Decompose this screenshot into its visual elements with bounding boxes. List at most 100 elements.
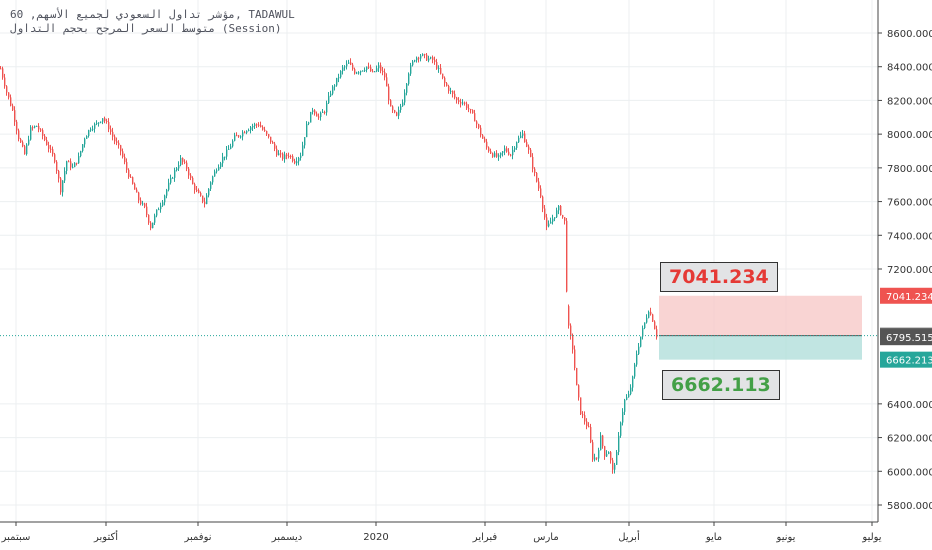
- candle-body: [480, 127, 482, 136]
- candle-body: [96, 122, 98, 124]
- candle-body: [258, 124, 260, 126]
- candle-body: [518, 137, 520, 143]
- chart-header: مؤشر تداول السعودي لجميع الأسهم, 60, TAD…: [10, 8, 295, 36]
- candle-body: [466, 103, 468, 109]
- candle-body: [190, 175, 192, 178]
- price-tick-label: 8200.000: [887, 96, 932, 107]
- candle-body: [346, 63, 348, 67]
- candle-body: [656, 329, 658, 338]
- candle-body: [310, 111, 312, 123]
- candle-body: [38, 125, 40, 130]
- candle-body: [42, 130, 44, 136]
- candle-body: [620, 422, 622, 436]
- candlestick-series: [0, 53, 658, 474]
- candle-body: [532, 156, 534, 169]
- candle-body: [56, 161, 58, 171]
- price-tick-label: 7800.000: [887, 164, 932, 175]
- price-tick-label: 6400.000: [887, 400, 932, 411]
- candle-body: [46, 140, 48, 146]
- candle-body: [520, 135, 522, 138]
- candle-body: [12, 105, 14, 111]
- candle-body: [6, 86, 8, 93]
- candle-body: [504, 148, 506, 152]
- candle-body: [256, 124, 258, 126]
- candle-body: [316, 113, 318, 117]
- stop-price-label: 6662.113: [662, 370, 780, 400]
- candle-body: [244, 132, 246, 134]
- candle-body: [334, 85, 336, 87]
- candle-body: [514, 147, 516, 150]
- candle-body: [486, 141, 488, 148]
- candle-body: [144, 203, 146, 207]
- candle-body: [460, 102, 462, 104]
- candle-body: [428, 58, 430, 61]
- target-price-label: 7041.234: [660, 262, 778, 292]
- time-axis[interactable]: سبتمبر أكتوبر نوفمبر ديسمبر 2020 فبراير مارس أب…: [0, 521, 882, 543]
- candle-body: [584, 415, 586, 422]
- candle-body: [494, 153, 496, 157]
- candle-body: [294, 160, 296, 164]
- candle-body: [384, 72, 386, 78]
- price-tick-label: 6000.000: [887, 467, 932, 478]
- candle-body: [472, 110, 474, 114]
- candle-body: [154, 215, 156, 223]
- candle-body: [58, 170, 60, 179]
- candle-body: [136, 189, 138, 193]
- candle-body: [378, 65, 380, 69]
- candle-body: [250, 127, 252, 130]
- candle-body: [138, 192, 140, 201]
- candle-body: [372, 71, 374, 73]
- candle-body: [152, 222, 154, 229]
- candle-body: [468, 108, 470, 110]
- candle-body: [390, 100, 392, 107]
- candle-body: [408, 73, 410, 84]
- candle-body: [4, 77, 6, 87]
- candle-body: [448, 86, 450, 92]
- price-axis[interactable]: 8600.000 8400.000 8200.000 8000.000 7800.000…: [877, 0, 932, 522]
- candle-body: [24, 146, 26, 155]
- candle-body: [240, 136, 242, 138]
- candle-body: [302, 145, 304, 156]
- candle-body: [586, 421, 588, 427]
- candle-body: [64, 170, 66, 181]
- candle-body: [350, 62, 352, 65]
- candle-body: [598, 450, 600, 459]
- candle-body: [410, 65, 412, 74]
- candle-body: [416, 57, 418, 61]
- candle-body: [400, 106, 402, 110]
- price-badge: [880, 351, 932, 368]
- candle-body: [288, 155, 290, 157]
- candle-body: [544, 208, 546, 218]
- candle-body: [150, 222, 152, 229]
- candle-body: [386, 77, 388, 87]
- candle-body: [478, 124, 480, 128]
- candle-body: [78, 156, 80, 164]
- candle-body: [164, 195, 166, 203]
- candle-body: [146, 206, 148, 215]
- candle-body: [548, 223, 550, 227]
- candle-body: [276, 148, 278, 156]
- candle-body: [312, 110, 314, 112]
- candle-body: [528, 146, 530, 150]
- position-zones[interactable]: [659, 295, 862, 360]
- candle-body: [174, 170, 176, 178]
- candle-body: [540, 188, 542, 197]
- candle-body: [572, 336, 574, 350]
- candle-body: [98, 122, 100, 124]
- price-tick-label: 7400.000: [887, 231, 932, 242]
- candle-body: [282, 153, 284, 160]
- candle-body: [292, 156, 294, 161]
- candle-body: [498, 155, 500, 157]
- candle-body: [306, 123, 308, 138]
- candle-body: [594, 457, 596, 460]
- candle-body: [492, 153, 494, 157]
- candle-body: [612, 460, 614, 470]
- price-badge: [880, 329, 932, 346]
- candle-body: [70, 161, 72, 168]
- candle-body: [476, 121, 478, 125]
- candle-body: [332, 86, 334, 94]
- candle-body: [272, 141, 274, 144]
- candle-body: [370, 67, 372, 72]
- candle-body: [490, 151, 492, 154]
